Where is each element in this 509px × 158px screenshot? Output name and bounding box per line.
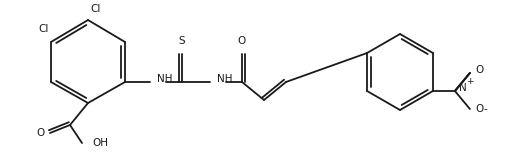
Text: -: -: [483, 104, 487, 114]
Text: O: O: [474, 65, 482, 75]
Text: O: O: [237, 36, 246, 46]
Text: NH: NH: [157, 74, 172, 84]
Text: N: N: [458, 83, 466, 93]
Text: OH: OH: [92, 138, 108, 148]
Text: +: +: [465, 78, 472, 86]
Text: O: O: [37, 128, 45, 138]
Text: S: S: [178, 36, 185, 46]
Text: NH: NH: [216, 74, 232, 84]
Text: O: O: [474, 104, 482, 114]
Text: Cl: Cl: [90, 4, 100, 14]
Text: Cl: Cl: [39, 24, 49, 34]
